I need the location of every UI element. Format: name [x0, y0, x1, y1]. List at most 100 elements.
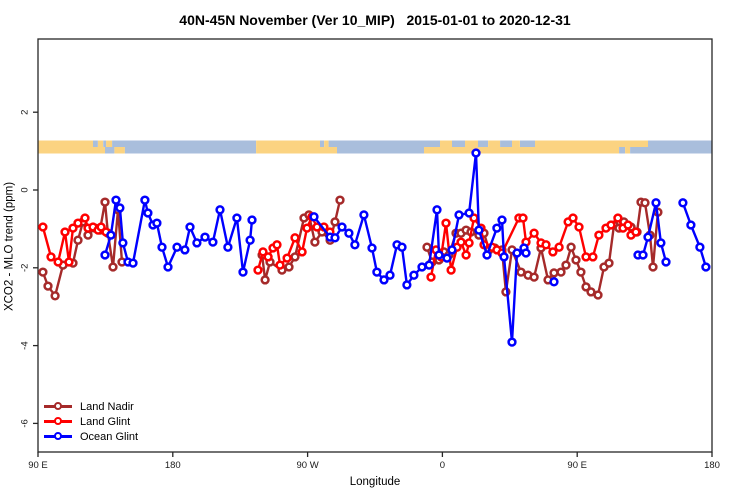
ocean-band-segment	[520, 140, 535, 147]
data-point	[73, 235, 83, 245]
data-point	[275, 260, 285, 270]
ocean-band-segment	[93, 140, 98, 147]
data-point	[571, 255, 581, 265]
x-tick-label: 180	[704, 460, 720, 471]
data-point	[549, 277, 559, 287]
data-point	[638, 250, 648, 260]
data-point	[38, 222, 48, 232]
data-point	[163, 262, 173, 272]
legend-label: Land Glint	[80, 415, 131, 428]
data-point	[106, 230, 116, 240]
data-point	[238, 267, 248, 277]
land-band-segment	[535, 140, 649, 147]
data-point	[631, 227, 641, 237]
data-point	[576, 267, 586, 277]
data-point	[518, 213, 528, 223]
data-point	[43, 281, 53, 291]
ocean-band-segment	[124, 147, 257, 154]
data-point	[606, 220, 616, 230]
data-point	[648, 262, 658, 272]
data-point	[561, 260, 571, 270]
land-band-segment	[625, 147, 630, 154]
data-point	[290, 233, 300, 243]
data-point	[417, 262, 427, 272]
data-point	[100, 250, 110, 260]
chart-title: 40N-45N November (Ver 10_MIP) 2015-01-01…	[179, 12, 571, 28]
data-point	[640, 198, 650, 208]
ocean-band-segment	[105, 147, 115, 154]
legend-item-land-nadir: Land Nadir	[44, 399, 138, 414]
data-point	[64, 257, 74, 267]
data-point	[701, 262, 711, 272]
data-point	[108, 262, 118, 272]
land-band-segment	[440, 140, 452, 147]
legend: Land Nadir Land Glint Ocean Glint	[44, 399, 138, 444]
data-point	[623, 220, 633, 230]
data-point	[456, 237, 466, 247]
data-point	[100, 197, 110, 207]
ocean-band-segment	[500, 140, 513, 147]
data-point	[115, 203, 125, 213]
data-point	[310, 237, 320, 247]
data-point	[464, 238, 474, 248]
data-point	[73, 218, 83, 228]
data-point	[385, 270, 395, 280]
y-tick-label: -6	[20, 419, 31, 427]
data-point	[247, 215, 257, 225]
land-band-segment	[512, 140, 520, 147]
data-point	[581, 282, 591, 292]
y-tick-label: 0	[20, 187, 31, 192]
data-point	[172, 242, 182, 252]
data-point	[441, 218, 451, 228]
data-point	[409, 270, 419, 280]
data-point	[359, 210, 369, 220]
data-point	[656, 238, 666, 248]
land-band-segment	[106, 140, 113, 147]
ocean-band-segment	[619, 147, 626, 154]
plot-box	[37, 38, 713, 453]
data-point	[424, 260, 434, 270]
data-point	[185, 222, 195, 232]
data-point	[574, 222, 584, 232]
data-point	[588, 252, 598, 262]
data-point	[566, 242, 576, 252]
data-point	[60, 227, 70, 237]
data-point	[497, 215, 507, 225]
data-point	[367, 243, 377, 253]
y-tick-label: 2	[20, 110, 31, 115]
ocean-band-segment	[630, 147, 712, 154]
data-point	[215, 205, 225, 215]
ocean-band-segment	[452, 140, 465, 147]
data-point	[111, 195, 121, 205]
data-point	[643, 232, 653, 242]
data-point	[461, 250, 471, 260]
data-point	[678, 198, 688, 208]
x-axis: 90 E 180 90 W 0 90 E 180	[28, 452, 720, 471]
data-point	[454, 210, 464, 220]
legend-label: Ocean Glint	[80, 430, 139, 443]
series-land-glint	[38, 212, 641, 282]
data-point	[157, 242, 167, 252]
data-point	[152, 218, 162, 228]
data-point	[499, 252, 509, 262]
data-point	[335, 195, 345, 205]
data-point	[471, 148, 481, 158]
data-point	[245, 235, 255, 245]
data-point	[695, 242, 705, 252]
data-point	[379, 275, 389, 285]
data-point	[397, 242, 407, 252]
land-band-segment	[256, 140, 321, 147]
ocean-glint-swatch-icon	[44, 432, 72, 441]
data-point	[330, 233, 340, 243]
data-point	[613, 213, 623, 223]
data-point	[507, 337, 517, 347]
data-point	[53, 257, 63, 267]
data-point	[68, 223, 78, 233]
land-band-segment	[324, 140, 329, 147]
data-point	[192, 238, 202, 248]
data-point	[330, 217, 340, 227]
data-point	[586, 287, 596, 297]
data-point	[223, 242, 233, 252]
